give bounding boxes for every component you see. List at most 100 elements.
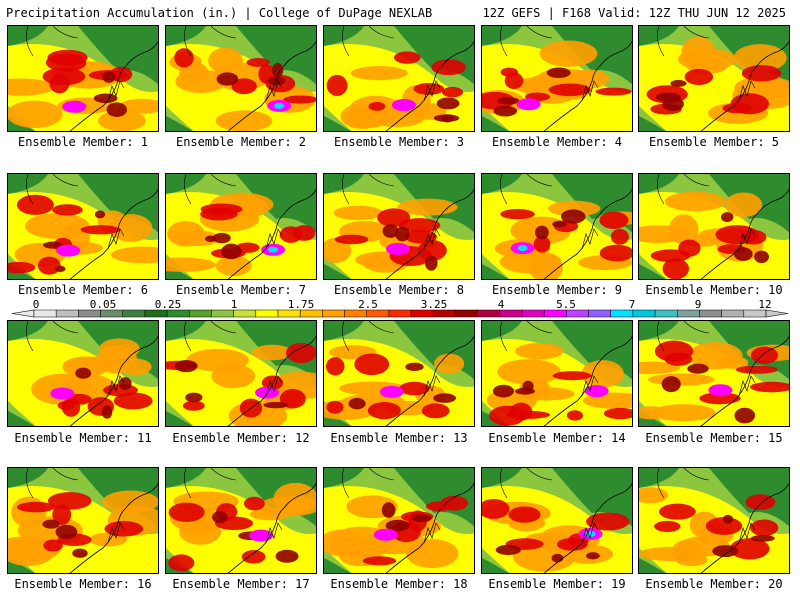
member-map-4 [481, 25, 633, 132]
member-map-20 [638, 467, 790, 574]
member-map-1 [7, 25, 159, 132]
colorbar-tick: 1.75 [287, 298, 315, 311]
precip-map [324, 468, 474, 573]
colorbar-cell [743, 309, 767, 318]
precip-map [324, 26, 474, 131]
member-map-7 [165, 173, 317, 280]
precip-map [166, 468, 316, 573]
colorbar-cell [410, 309, 434, 318]
member-caption: Ensemble Member: 8 [333, 283, 465, 297]
member-map-10 [638, 173, 790, 280]
member-caption: Ensemble Member: 17 [172, 577, 310, 591]
precip-map [482, 468, 632, 573]
colorbar-cell [166, 309, 190, 318]
colorbar-tick: 3.25 [420, 298, 448, 311]
precip-map [166, 321, 316, 426]
colorbar-tick: 0.05 [89, 298, 117, 311]
member-caption: Ensemble Member: 12 [172, 431, 310, 445]
member-caption: Ensemble Member: 20 [645, 577, 783, 591]
precip-map [482, 174, 632, 279]
precip-map [639, 321, 789, 426]
member-caption: Ensemble Member: 6 [17, 283, 149, 297]
member-caption: Ensemble Member: 10 [645, 283, 783, 297]
colorbar-tick: 1 [230, 298, 238, 311]
colorbar-tick: 4 [497, 298, 505, 311]
colorbar-cell [277, 309, 301, 318]
colorbar-cell [366, 309, 390, 318]
colorbar-cell [654, 309, 678, 318]
precip-map [324, 174, 474, 279]
colorbar-cell [499, 309, 523, 318]
colorbar-tick: 9 [694, 298, 702, 311]
colorbar-cell [566, 309, 589, 318]
colorbar-cell [33, 309, 57, 318]
precip-map [166, 26, 316, 131]
colorbar-cell [521, 309, 545, 318]
colorbar-cell [255, 309, 279, 318]
member-map-2 [165, 25, 317, 132]
member-caption: Ensemble Member: 3 [333, 135, 465, 149]
precip-map [8, 468, 158, 573]
member-caption: Ensemble Member: 16 [14, 577, 152, 591]
colorbar-cell [632, 309, 656, 318]
colorbar-tick: 5.5 [556, 298, 576, 311]
colorbar-cell [677, 309, 700, 318]
colorbar-cell [610, 309, 634, 318]
member-map-9 [481, 173, 633, 280]
colorbar-cell [144, 309, 168, 318]
precip-map [639, 468, 789, 573]
precip-map [639, 174, 789, 279]
precip-map [8, 174, 158, 279]
member-map-8 [323, 173, 475, 280]
colorbar-cell [699, 309, 722, 318]
precip-map [166, 174, 316, 279]
colorbar-cell [189, 309, 212, 318]
chart-title: Precipitation Accumulation (in.) | Colle… [6, 6, 433, 20]
colorbar-cell [211, 309, 234, 318]
member-caption: Ensemble Member: 19 [488, 577, 626, 591]
colorbar-cell [388, 309, 412, 318]
member-map-12 [165, 320, 317, 427]
member-map-6 [7, 173, 159, 280]
colorbar-cell [78, 309, 101, 318]
member-caption: Ensemble Member: 11 [14, 431, 152, 445]
colorbar-cell [322, 309, 345, 318]
member-map-18 [323, 467, 475, 574]
colorbar-tick: 2.5 [358, 298, 378, 311]
member-caption: Ensemble Member: 1 [17, 135, 149, 149]
colorbar-tick: 12 [758, 298, 772, 311]
colorbar-tick: 0.25 [154, 298, 182, 311]
member-map-15 [638, 320, 790, 427]
member-caption: Ensemble Member: 5 [648, 135, 780, 149]
member-caption: Ensemble Member: 13 [330, 431, 468, 445]
member-caption: Ensemble Member: 4 [491, 135, 623, 149]
member-caption: Ensemble Member: 9 [491, 283, 623, 297]
precip-map [639, 26, 789, 131]
colorbar [11, 309, 789, 318]
colorbar-cell [122, 309, 146, 318]
member-map-5 [638, 25, 790, 132]
colorbar-cell [233, 309, 257, 318]
colorbar-cell [543, 309, 567, 318]
colorbar-cell [100, 309, 123, 318]
member-caption: Ensemble Member: 7 [175, 283, 307, 297]
colorbar-cell [588, 309, 611, 318]
colorbar-cell [477, 309, 501, 318]
member-caption: Ensemble Member: 15 [645, 431, 783, 445]
member-map-14 [481, 320, 633, 427]
member-caption: Ensemble Member: 2 [175, 135, 307, 149]
precip-map [482, 321, 632, 426]
colorbar-cell [721, 309, 745, 318]
colorbar-tick: 0 [32, 298, 40, 311]
precip-map [324, 321, 474, 426]
member-map-3 [323, 25, 475, 132]
member-map-16 [7, 467, 159, 574]
member-map-11 [7, 320, 159, 427]
colorbar-cell [299, 309, 323, 318]
colorbar-cell [55, 309, 79, 318]
colorbar-cell [344, 309, 367, 318]
member-map-19 [481, 467, 633, 574]
member-caption: Ensemble Member: 14 [488, 431, 626, 445]
colorbar-tick: 7 [628, 298, 636, 311]
member-map-13 [323, 320, 475, 427]
